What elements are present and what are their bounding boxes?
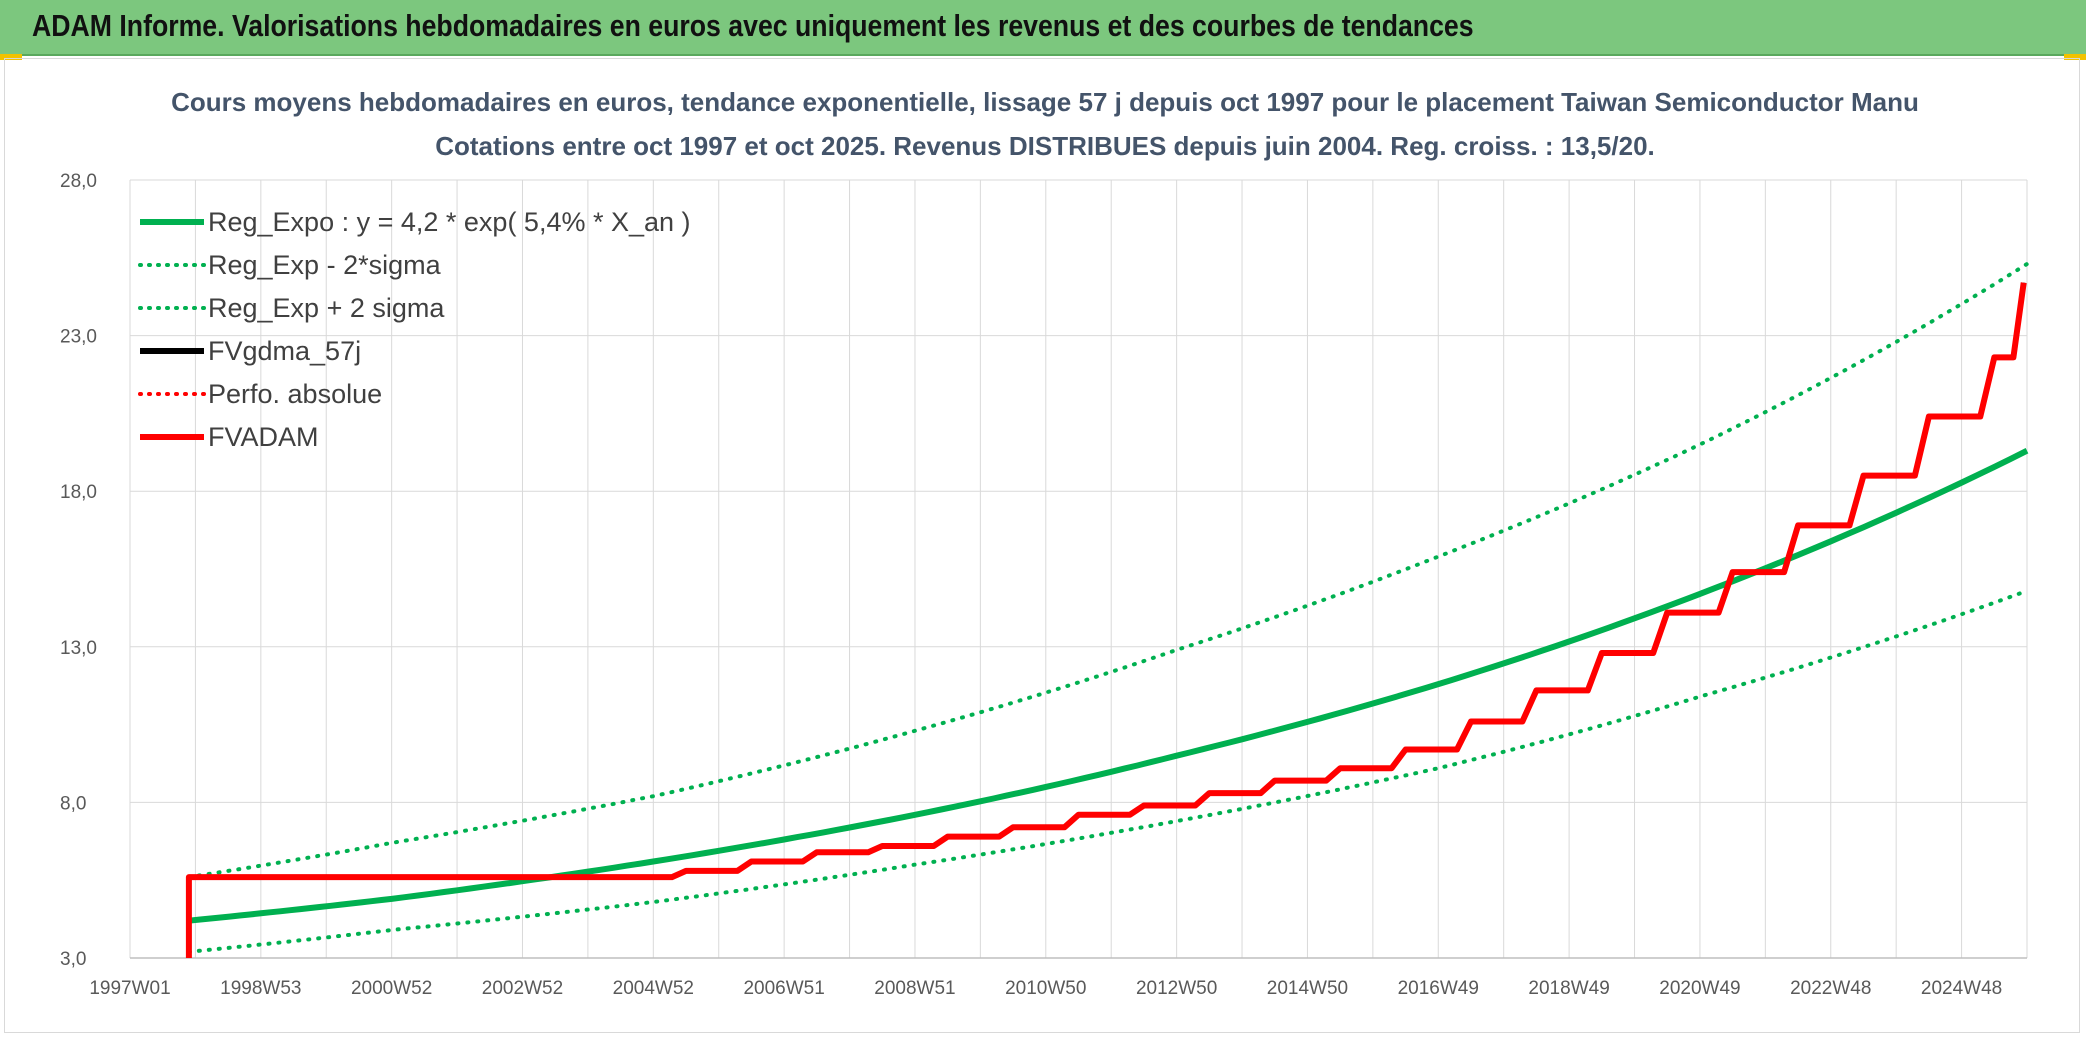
corner-marker-right <box>2064 54 2086 60</box>
series-layer <box>185 262 2029 958</box>
x-tick-label: 2020W49 <box>1659 978 1740 999</box>
y-tick-label: 23,0 <box>60 327 97 348</box>
chart-subtitle: Cotations entre oct 1997 et oct 2025. Re… <box>435 131 1655 161</box>
x-tick-label: 2006W51 <box>743 978 824 999</box>
x-tick-label: 2012W50 <box>1136 978 1217 999</box>
x-tick-label: 2004W52 <box>613 978 694 999</box>
legend: Reg_Expo : y = 4,2 * exp( 5,4% * X_an ) R… <box>138 207 691 452</box>
y-tick-label: 3,0 <box>60 949 86 970</box>
legend-entry: Reg_Exp - 2*sigma <box>208 250 442 280</box>
legend-entry: FVgdma_57j <box>208 336 361 366</box>
x-tick-label: 1997W01 <box>89 978 170 999</box>
y-tick-label: 13,0 <box>60 638 97 659</box>
x-tick-label: 2008W51 <box>874 978 955 999</box>
x-tick-label: 2014W50 <box>1267 978 1348 999</box>
x-tick-label: 2022W48 <box>1790 978 1871 999</box>
x-tick-label: 2018W49 <box>1528 978 1609 999</box>
report-title: ADAM Informe. Valorisations hebdomadaire… <box>32 8 1474 43</box>
series-line-3 <box>186 282 2027 958</box>
y-tick-label: 8,0 <box>60 793 86 814</box>
legend-entry: FVADAM <box>208 422 319 452</box>
x-tick-label: 2002W52 <box>482 978 563 999</box>
legend-entry: Reg_Exp + 2 sigma <box>208 293 445 323</box>
grid <box>129 179 2028 959</box>
legend-entry: Reg_Expo : y = 4,2 * exp( 5,4% * X_an ) <box>208 207 691 237</box>
axis-ticks: 3,0 8,0 13,0 18,0 23,0 28,0 1997W01 1998W53 2000… <box>60 171 2002 999</box>
x-tick-label: 2010W50 <box>1005 978 1086 999</box>
x-tick-label: 2024W48 <box>1921 978 2002 999</box>
chart-title: Cours moyens hebdomadaires en euros, ten… <box>171 87 1919 117</box>
y-tick-label: 18,0 <box>60 482 97 503</box>
x-tick-label: 1998W53 <box>220 978 301 999</box>
report-header-bar: ADAM Informe. Valorisations hebdomadaire… <box>0 0 2086 56</box>
series-line-2 <box>186 262 2029 880</box>
chart-frame <box>4 58 2080 1033</box>
corner-marker-left <box>0 54 22 60</box>
y-tick-label: 28,0 <box>60 171 97 192</box>
x-tick-label: 2000W52 <box>351 978 432 999</box>
legend-entry: Perfo. absolue <box>208 379 382 409</box>
series-line-1 <box>186 588 2029 954</box>
series-line-5 <box>185 282 2027 958</box>
series-line-0 <box>188 448 2029 924</box>
x-tick-label: 2016W49 <box>1398 978 1479 999</box>
